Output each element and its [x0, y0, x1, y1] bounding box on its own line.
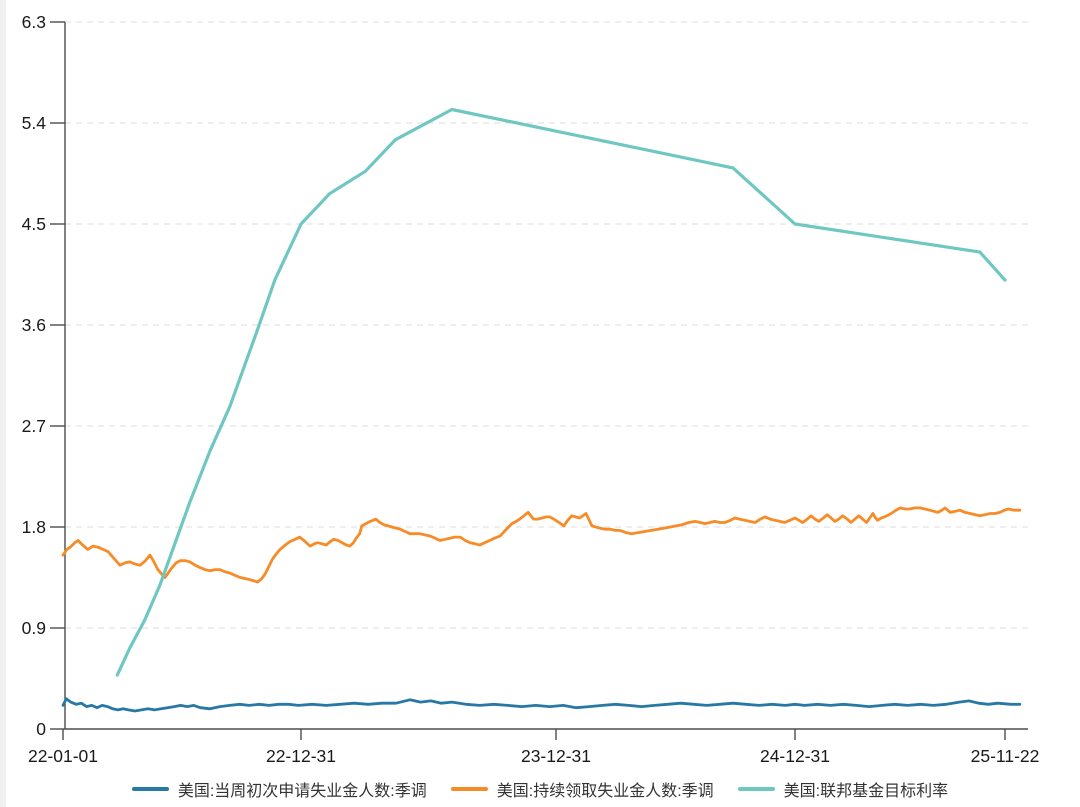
legend-item-fed-funds-rate: 美国:联邦基金目标利率	[737, 777, 949, 801]
y-tick-label: 4.5	[22, 214, 46, 234]
x-tick-label: 22-12-31	[266, 746, 336, 766]
legend-swatch-orange	[450, 787, 488, 791]
x-tick-label: 23-12-31	[521, 746, 591, 766]
legend-label: 美国:联邦基金目标利率	[783, 783, 949, 800]
legend-swatch-teal	[737, 787, 775, 791]
y-tick-label: 6.3	[22, 12, 46, 32]
x-tick-label: 25-11-22	[971, 746, 1040, 766]
legend-item-initial-claims: 美国:当周初次申请失业金人数:季调	[131, 777, 427, 801]
series-line-1	[61, 506, 1022, 584]
x-tick-label: 24-12-31	[760, 746, 830, 766]
series-line-0	[61, 697, 1022, 713]
window-edge-strip	[0, 0, 6, 807]
y-tick-label: 5.4	[22, 113, 47, 133]
y-tick-label: 2.7	[22, 416, 46, 436]
x-tick-label: 22-01-01	[28, 746, 98, 766]
chart-legend: 美国:当周初次申请失业金人数:季调 美国:持续领取失业金人数:季调 美国:联邦基…	[0, 777, 1080, 801]
legend-label: 美国:持续领取失业金人数:季调	[496, 783, 714, 800]
legend-label: 美国:当周初次申请失业金人数:季调	[177, 783, 427, 800]
legend-swatch-blue	[131, 787, 169, 791]
series-line-2	[115, 107, 1007, 677]
y-tick-label: 0	[36, 719, 46, 739]
y-tick-label: 0.9	[22, 618, 46, 638]
y-tick-label: 3.6	[22, 315, 46, 335]
legend-item-continuing-claims: 美国:持续领取失业金人数:季调	[450, 777, 714, 801]
y-tick-label: 1.8	[22, 517, 46, 537]
